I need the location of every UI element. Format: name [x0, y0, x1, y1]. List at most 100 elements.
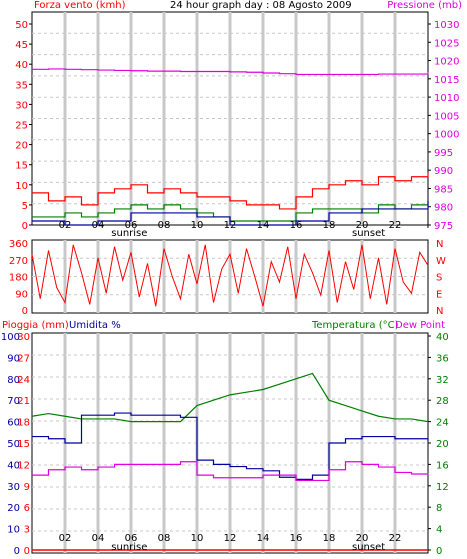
- pressure-axis-tick: 990: [434, 166, 453, 177]
- wind-axis-tick: 35: [15, 80, 28, 91]
- pressure-axis-tick: 1030: [434, 20, 459, 31]
- x-tick-label-bottom: 14: [257, 533, 270, 544]
- humidity-axis-tick: 50: [7, 439, 20, 450]
- x-tick-label-top: I: [427, 220, 430, 231]
- humidity-axis-tick: 70: [7, 396, 20, 407]
- x-tick-label-top: 08: [158, 220, 171, 231]
- pressure-axis-tick: 995: [434, 148, 453, 159]
- pressure-axis-tick: 1020: [434, 57, 459, 68]
- x-tick-label-bottom: 08: [158, 533, 171, 544]
- pressure-axis-tick: 985: [434, 184, 453, 195]
- wind-axis-tick: 15: [15, 161, 28, 172]
- direction-axis-tick: 90: [15, 289, 28, 300]
- temp-axis-tick: 4: [436, 525, 442, 536]
- temp-axis-tick: 20: [436, 439, 449, 450]
- pressure-axis-tick: 1025: [434, 38, 459, 49]
- pressure-axis-tick: 1010: [434, 93, 459, 104]
- x-tick-label-bottom: 18: [323, 533, 336, 544]
- humidity-axis-tick: 80: [7, 375, 20, 386]
- temp-label: Temperatura (°C): [312, 320, 399, 331]
- x-tick-label-bottom: 04: [92, 533, 105, 544]
- humidity-label: Umidita %: [69, 320, 121, 331]
- pressure-label: Pressione (mb): [387, 0, 462, 11]
- wind-axis-tick: 40: [15, 60, 28, 71]
- x-tick-label-bottom: 22: [389, 533, 402, 544]
- sunset-label: sunset: [352, 542, 385, 553]
- temp-axis-tick: 0: [436, 546, 442, 557]
- temp-axis-tick: 32: [436, 375, 449, 386]
- temp-axis-tick: 12: [436, 482, 449, 493]
- x-tick-label-top: 14: [257, 220, 270, 231]
- dew-label: Dew Point: [395, 320, 446, 331]
- humidity-axis-tick: 10: [7, 525, 20, 536]
- pressure-axis-tick: 980: [434, 203, 453, 214]
- x-tick-label-top: 16: [290, 220, 303, 231]
- x-tick-label-top: 02: [59, 220, 72, 231]
- direction-axis-tick: 360: [9, 239, 28, 250]
- sunrise-label: sunrise: [111, 542, 147, 553]
- wind-direction-series: [31, 244, 429, 307]
- x-tick-label-top: 10: [191, 220, 204, 231]
- humidity-axis-tick: 60: [7, 418, 20, 429]
- x-tick-label-top: 06: [125, 220, 138, 231]
- humidity-axis-tick: 0: [14, 546, 20, 557]
- direction-axis-tick: 0: [22, 306, 28, 317]
- temp-axis-tick: 28: [436, 396, 449, 407]
- rain-axis-tick: 30: [17, 332, 30, 343]
- x-tick-label-bottom: 06: [125, 533, 138, 544]
- x-tick-label-top: 20: [356, 220, 369, 231]
- wind-axis-tick: 5: [22, 201, 28, 212]
- wind-axis-tick: 0: [22, 221, 28, 232]
- chart-title: 24 hour graph day : 08 Agosto 2009: [170, 0, 352, 11]
- compass-axis-tick: S: [436, 273, 442, 284]
- rain-label: Pioggia (mm): [2, 320, 69, 331]
- rain-axis-tick: 21: [17, 396, 30, 407]
- dew-point-series: [32, 461, 429, 482]
- pressure-axis-tick: 1000: [434, 130, 459, 141]
- wind-label: Forza vento (kmh): [34, 0, 126, 11]
- rain-axis-tick: 3: [24, 525, 30, 536]
- rain-axis-tick: 6: [24, 503, 30, 514]
- x-tick-label-top: 12: [224, 220, 237, 231]
- x-tick-label-bottom: 12: [224, 533, 237, 544]
- wind-speed-series: [32, 200, 429, 226]
- wind-axis-tick: 20: [15, 141, 28, 152]
- temp-axis-tick: 16: [436, 460, 449, 471]
- temperature-series: [31, 372, 429, 423]
- wind-axis-tick: 30: [15, 100, 28, 111]
- rain-axis-tick: 15: [17, 439, 30, 450]
- rain-axis-tick: 18: [17, 418, 30, 429]
- compass-axis-tick: E: [436, 289, 442, 300]
- temp-axis-tick: 36: [436, 353, 449, 364]
- rain-axis-tick: 27: [17, 353, 30, 364]
- temp-axis-tick: 24: [436, 418, 449, 429]
- humidity-axis-tick: 30: [7, 482, 20, 493]
- compass-axis-tick: N: [436, 239, 443, 250]
- sunset-label: sunset: [352, 228, 385, 239]
- wind-gust-series: [32, 172, 429, 210]
- x-tick-label-bottom: 20: [356, 533, 369, 544]
- sunrise-label: sunrise: [111, 228, 147, 239]
- x-tick-label-top: 22: [389, 220, 402, 231]
- temp-axis-tick: 8: [436, 503, 442, 514]
- pressure-axis-tick: 1015: [434, 75, 459, 86]
- humidity-axis-tick: 40: [7, 460, 20, 471]
- compass-axis-tick: N: [436, 306, 443, 317]
- pressure-axis-tick: 1005: [434, 111, 459, 122]
- humidity-series: [32, 412, 429, 480]
- temp-axis-tick: 40: [436, 332, 449, 343]
- compass-axis-tick: W: [436, 256, 446, 267]
- pressure-series: [32, 68, 429, 76]
- x-tick-label-bottom: 16: [290, 533, 303, 544]
- wind-axis-tick: 45: [15, 40, 28, 51]
- x-tick-label-top: 04: [92, 220, 105, 231]
- humidity-axis-tick: 20: [7, 503, 20, 514]
- direction-axis-tick: 270: [9, 256, 28, 267]
- x-tick-label-bottom: 10: [191, 533, 204, 544]
- rain-axis-tick: 12: [17, 460, 30, 471]
- pressure-axis-tick: 975: [434, 221, 453, 232]
- humidity-axis-tick: 90: [7, 353, 20, 364]
- x-tick-label-bottom: I: [427, 533, 430, 544]
